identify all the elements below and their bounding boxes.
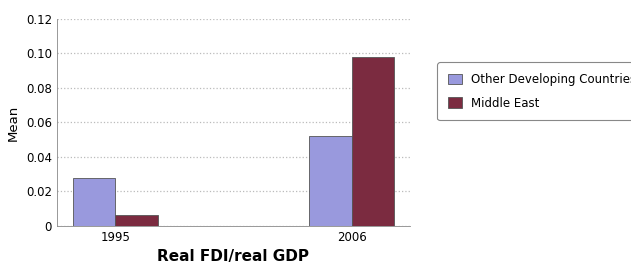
Legend: Other Developing Countries, Middle East: Other Developing Countries, Middle East xyxy=(437,63,631,120)
Y-axis label: Mean: Mean xyxy=(7,104,20,141)
Bar xyxy=(73,178,115,226)
Bar xyxy=(309,136,351,226)
Bar xyxy=(351,57,394,226)
X-axis label: Real FDI/real GDP: Real FDI/real GDP xyxy=(158,249,309,264)
Bar xyxy=(115,215,158,226)
